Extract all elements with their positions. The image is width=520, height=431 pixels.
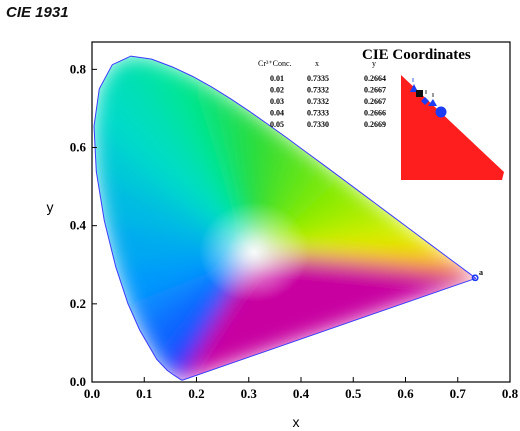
- table-cell: 0.01: [270, 74, 284, 83]
- white-point-glow: [199, 202, 309, 302]
- inset-marker: [435, 106, 447, 118]
- x-tick-label: 0.7: [450, 386, 467, 401]
- x-tick-label: 0.0: [84, 386, 100, 401]
- table-header: Cr³⁺Conc.: [258, 59, 292, 68]
- table-cell: 0.04: [270, 109, 284, 118]
- table-cell: 0.2669: [364, 120, 386, 129]
- table-cell: 0.7333: [307, 109, 329, 118]
- table-cell: 0.05: [270, 120, 284, 129]
- table-cell: 0.7332: [307, 86, 329, 95]
- y-tick-label: 0.6: [70, 140, 87, 155]
- table-cell: 0.7335: [307, 74, 329, 83]
- x-tick-label: 0.2: [188, 386, 204, 401]
- x-axis: 0.0 0.1 0.2 0.3 0.4 0.5 0.6 0.7 0.8: [84, 377, 519, 401]
- data-points: [471, 274, 479, 282]
- x-tick-label: 0.4: [293, 386, 310, 401]
- y-axis: 0.0 0.2 0.4 0.6 0.8: [70, 61, 97, 389]
- cie-coordinates-inset: [401, 75, 504, 180]
- inset-marker: [416, 90, 423, 97]
- table-cell: 0.7330: [307, 120, 329, 129]
- x-tick-label: 0.6: [397, 386, 414, 401]
- y-tick-label: 0.0: [70, 374, 86, 389]
- table-header: x: [315, 59, 319, 68]
- page-title: CIE 1931: [6, 4, 69, 21]
- inset-title: CIE Coordinates: [362, 47, 471, 63]
- y-tick-label: 0.8: [70, 61, 87, 76]
- x-tick-label: 0.5: [345, 386, 362, 401]
- table-cell: 0.02: [270, 86, 284, 95]
- table-cell: 0.2667: [364, 86, 386, 95]
- x-tick-label: 0.3: [241, 386, 258, 401]
- table-cell: 0.2667: [364, 97, 386, 106]
- x-axis-label: x: [293, 414, 300, 430]
- y-tick-label: 0.2: [70, 296, 86, 311]
- coordinates-table: Cr³⁺Conc. x y 0.01 0.7335 0.2664 0.02 0.7332 0.2…: [258, 59, 386, 129]
- table-cell: 0.2664: [364, 74, 386, 83]
- y-tick-label: 0.4: [70, 218, 87, 233]
- data-point: [471, 274, 479, 281]
- table-header: y: [372, 59, 376, 68]
- x-tick-label: 0.8: [502, 386, 519, 401]
- point-label: a: [479, 268, 483, 277]
- table-cell: 0.2666: [364, 109, 386, 118]
- table-cell: 0.7332: [307, 97, 329, 106]
- inset-marker: [428, 99, 437, 106]
- x-tick-label: 0.1: [136, 386, 152, 401]
- y-axis-label: y: [47, 199, 54, 215]
- inset-marker: [421, 97, 429, 105]
- table-cell: 0.03: [270, 97, 284, 106]
